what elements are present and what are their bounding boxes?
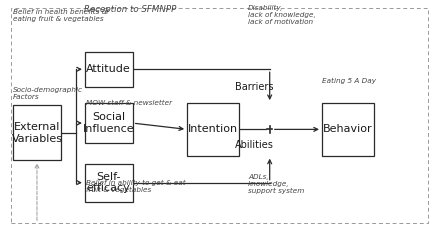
- Bar: [85, 103, 132, 143]
- Text: Self-
efficacy: Self- efficacy: [87, 172, 130, 194]
- Text: Belief in health benefits of
eating fruit & vegetables: Belief in health benefits of eating frui…: [13, 9, 108, 22]
- Bar: [13, 105, 61, 160]
- Bar: [85, 164, 132, 202]
- Text: Disability,
lack of knowledge,
lack of motivation: Disability, lack of knowledge, lack of m…: [247, 5, 315, 25]
- Text: Belief in ability to get & eat
fruit & vegetables: Belief in ability to get & eat fruit & v…: [85, 180, 185, 193]
- Text: Intention: Intention: [187, 124, 238, 134]
- Bar: [187, 103, 239, 156]
- Text: Social
Influence: Social Influence: [83, 112, 134, 134]
- Text: Socio-demographic
Factors: Socio-demographic Factors: [13, 87, 83, 100]
- Bar: [85, 52, 132, 87]
- Text: Barriers: Barriers: [234, 82, 273, 93]
- Bar: [321, 103, 373, 156]
- Text: MOW staff & newsletter: MOW staff & newsletter: [85, 100, 171, 106]
- Text: ADLs,
knowledge,
support system: ADLs, knowledge, support system: [247, 174, 304, 194]
- Text: Eating 5 A Day: Eating 5 A Day: [321, 78, 375, 84]
- Text: Abilities: Abilities: [234, 140, 273, 150]
- Text: Reception to SFMNPP: Reception to SFMNPP: [84, 5, 176, 14]
- Text: External
Variables: External Variables: [11, 122, 62, 144]
- Text: Attitude: Attitude: [86, 64, 131, 74]
- Text: Behavior: Behavior: [322, 124, 372, 134]
